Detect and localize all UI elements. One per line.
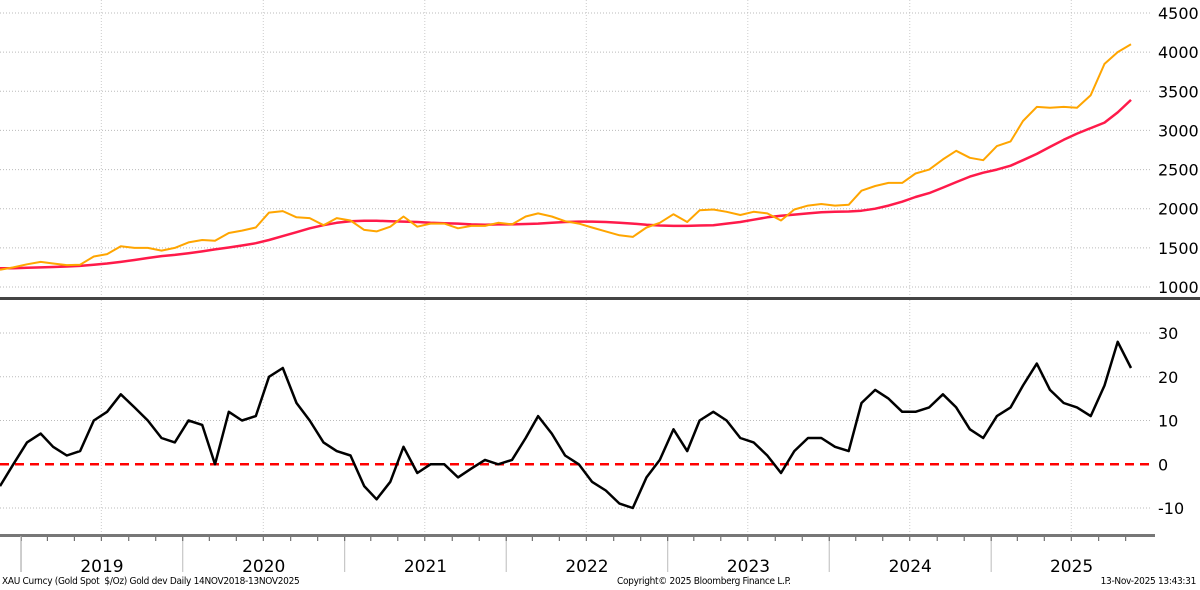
y-tick-label-top: 4000 — [1158, 43, 1199, 62]
x-axis-line — [0, 534, 1155, 537]
panel-separator — [0, 297, 1200, 300]
y-tick-label-bottom: 10 — [1158, 412, 1178, 431]
x-tick-label: 2019 — [80, 557, 123, 577]
x-tick-label: 2022 — [565, 557, 608, 577]
y-tick-label-top: 4500 — [1158, 4, 1199, 23]
y-tick-label-bottom: 20 — [1158, 368, 1178, 387]
y-tick-label-top: 1000 — [1158, 278, 1199, 297]
y-tick-label-top: 2500 — [1158, 161, 1199, 180]
y-tick-label-bottom: 30 — [1158, 324, 1178, 343]
x-tick-label: 2025 — [1050, 557, 1093, 577]
y-tick-label-top: 3000 — [1158, 121, 1199, 140]
series-line-deviation — [0, 340, 1133, 510]
x-tick-label: 2021 — [404, 557, 447, 577]
series-line-gold-price — [0, 43, 1132, 271]
x-tick-label: 2024 — [889, 557, 932, 577]
footer-copyright: Copyright© 2025 Bloomberg Finance L.P. — [617, 576, 791, 587]
x-tick-label: 2020 — [242, 557, 285, 577]
y-tick-label-bottom: -10 — [1158, 499, 1184, 518]
series-line-moving-average — [0, 98, 1132, 270]
y-tick-label-top: 2000 — [1158, 200, 1199, 219]
footer-timestamp: 13-Nov-2025 13:43:31 — [1100, 576, 1197, 587]
y-tick-label-top: 3500 — [1158, 82, 1199, 101]
x-tick-label: 2023 — [727, 557, 770, 577]
footer-security-description: XAU Curncy (Gold Spot $/Oz) Gold dev Dai… — [2, 576, 300, 587]
y-tick-label-bottom: 0 — [1158, 455, 1168, 474]
y-tick-label-top: 1500 — [1158, 239, 1199, 258]
